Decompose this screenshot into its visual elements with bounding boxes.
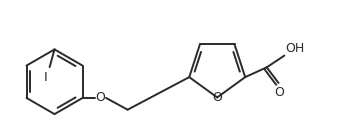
Text: O: O xyxy=(95,91,105,104)
Text: I: I xyxy=(44,71,48,84)
Text: OH: OH xyxy=(285,42,305,55)
Text: O: O xyxy=(275,86,285,99)
Text: O: O xyxy=(212,91,222,104)
